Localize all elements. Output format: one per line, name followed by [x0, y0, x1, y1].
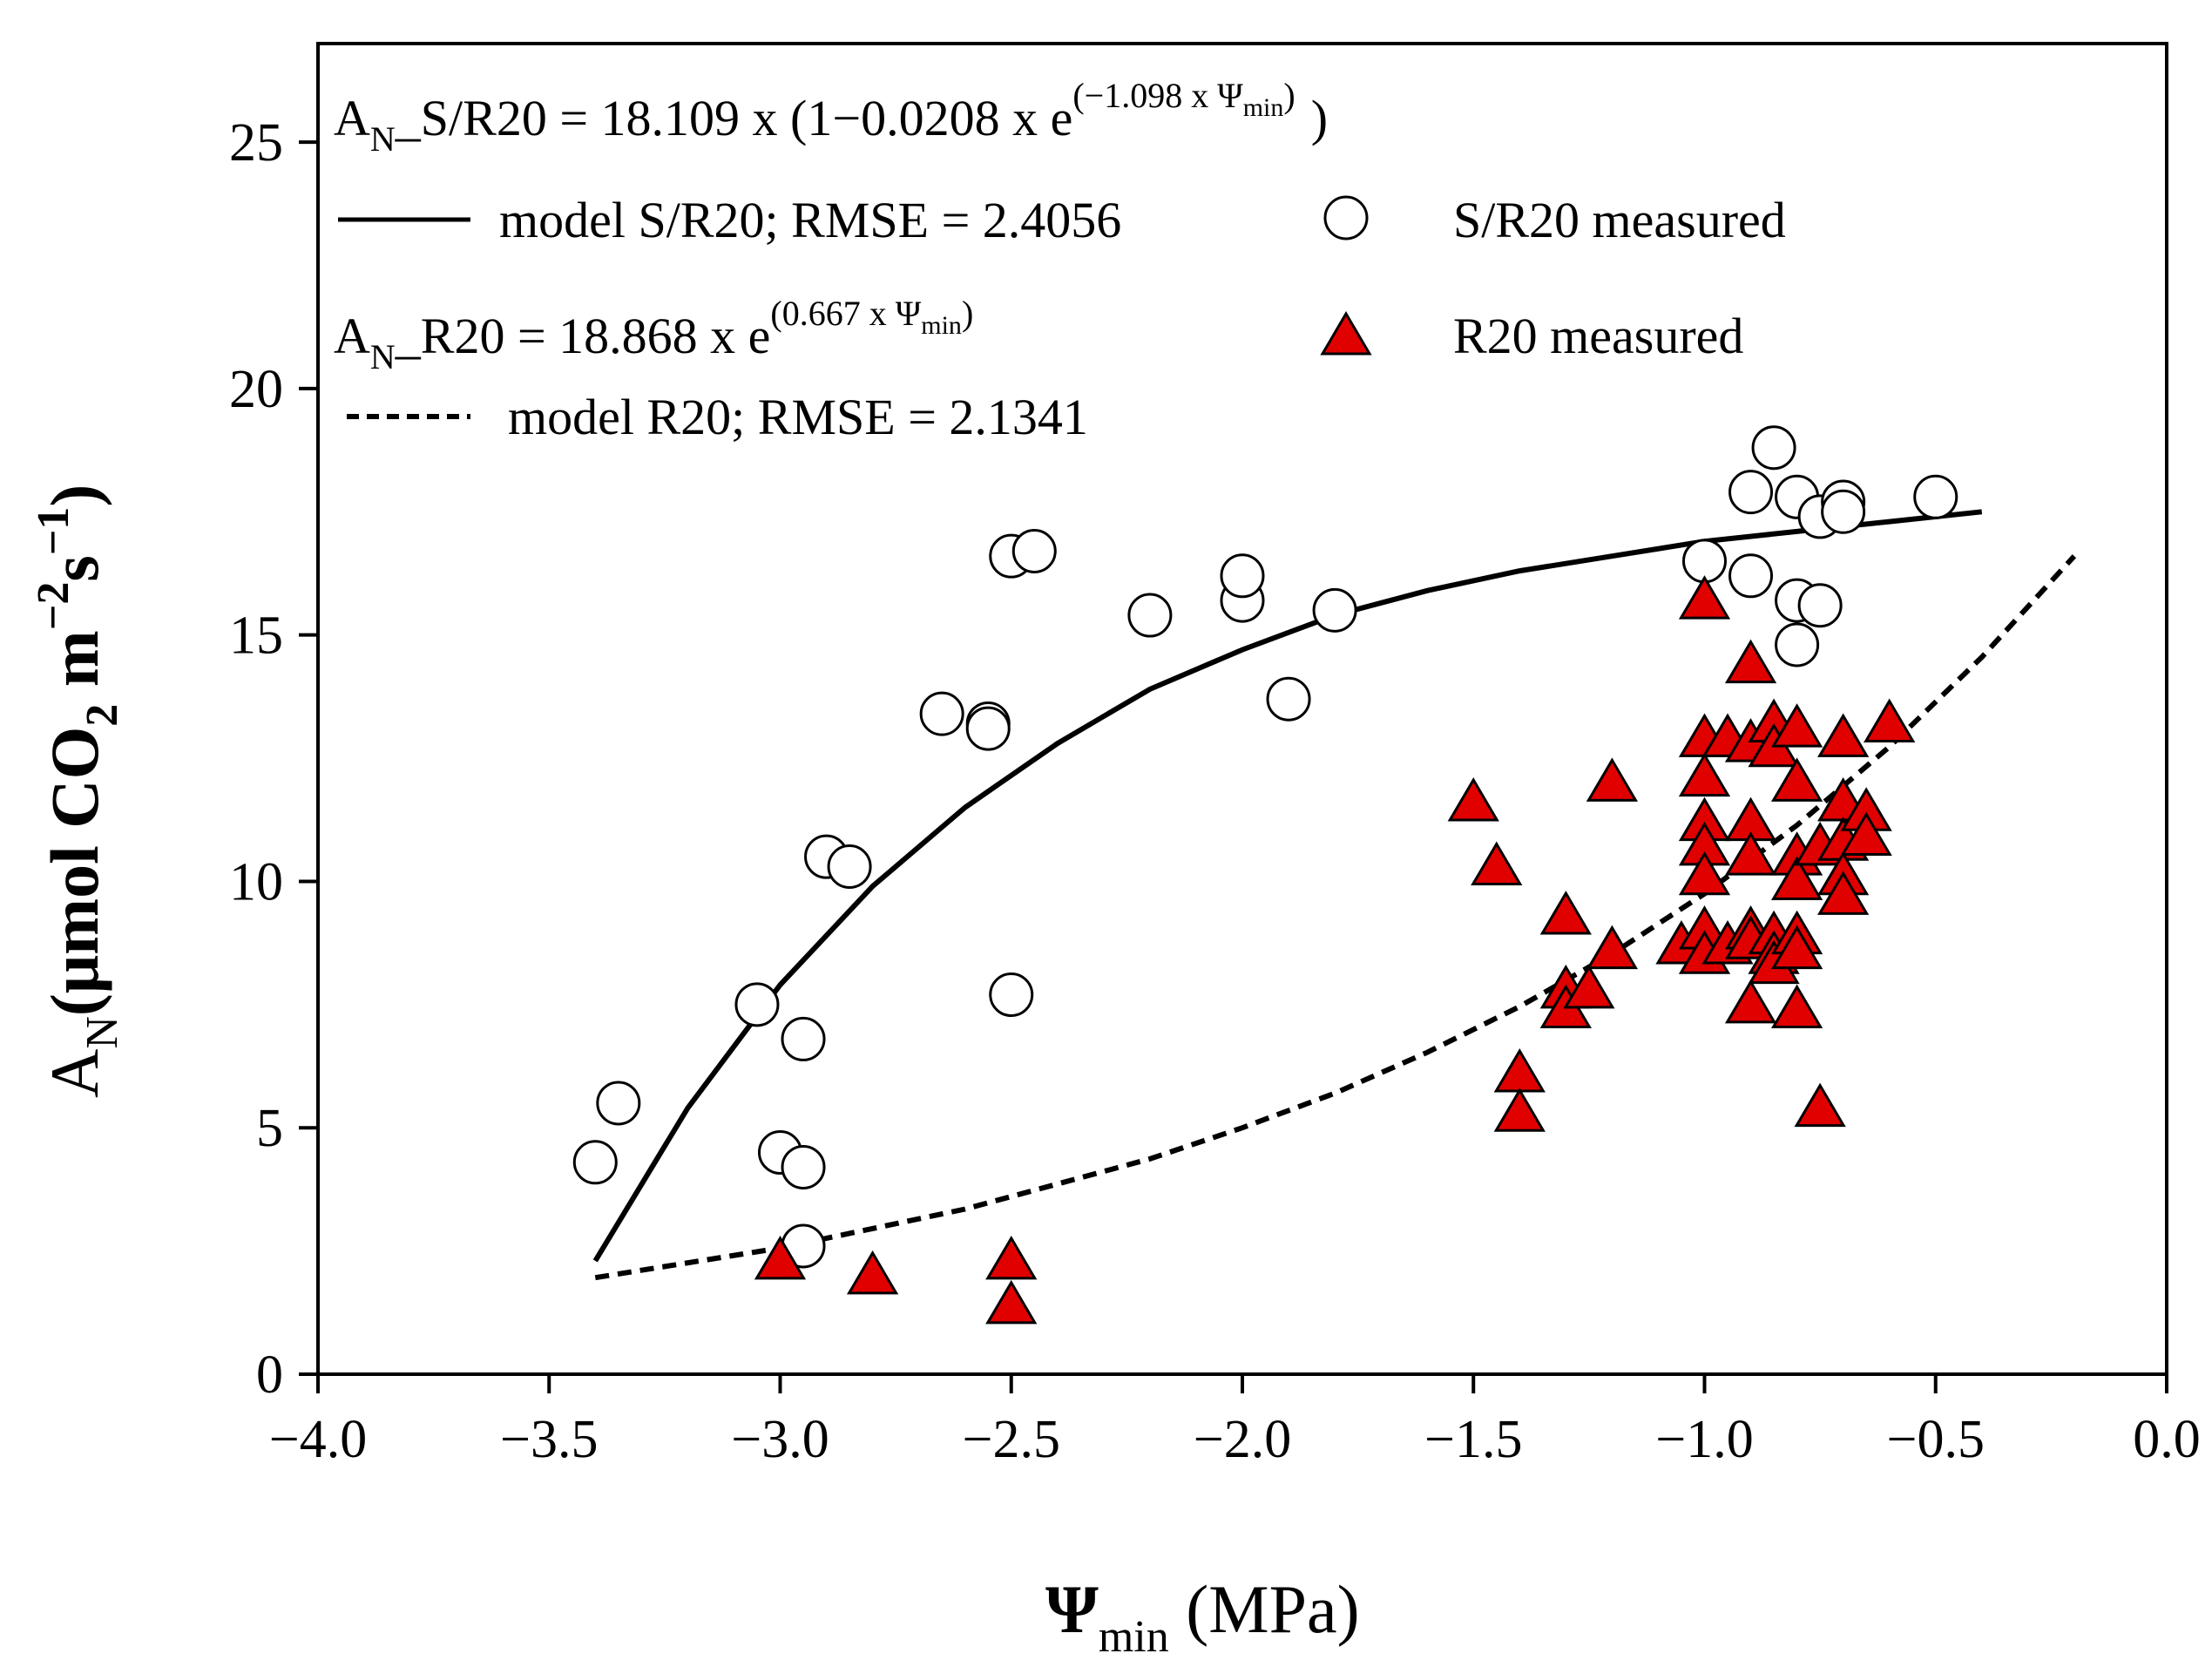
sr20-measured-point: [1011, 529, 1057, 574]
sr20-measured-point: [1821, 489, 1866, 534]
x-tick-label: −3.5: [500, 1410, 598, 1469]
x-tick-label: −0.5: [1887, 1410, 1985, 1469]
r20-measured-point: [1770, 925, 1823, 970]
r20-measured-point: [1586, 757, 1639, 802]
model-r20-curve: [594, 554, 2077, 1281]
x-axis-title: Ψmin (MPa): [1045, 1571, 1360, 1662]
x-tick-label: −3.0: [731, 1410, 829, 1469]
x-tick-label: −4.0: [269, 1410, 367, 1469]
legend-red-triangle-marker: [1320, 311, 1372, 356]
sr20-measured-point: [1913, 474, 1958, 519]
r20-measured-point: [1724, 831, 1777, 876]
r20-measured-point: [1770, 984, 1823, 1028]
sr20-measured-point: [1775, 622, 1820, 667]
x-tick-label: −2.5: [963, 1410, 1060, 1469]
equation-sr20: AN_S/R20 = 18.109 x (1−0.0208 x e(−1.098…: [334, 76, 1328, 159]
r20-measured-point: [1724, 979, 1777, 1024]
model-curves: [592, 509, 2077, 1281]
y-tick-label: 25: [229, 113, 283, 173]
sr20-measured-point: [827, 844, 872, 889]
y-axis-ticks: 0 5 10 15 20 25: [229, 113, 318, 1405]
r20-measured-point: [1817, 713, 1870, 757]
r20-measured-point: [1864, 698, 1916, 742]
sr20-measured-point: [781, 1144, 826, 1189]
r20-measured-point: [846, 1250, 899, 1295]
legend-sr20-measured: S/R20 measured: [1453, 192, 1786, 248]
sr20-measured-point: [1312, 587, 1357, 633]
sr20-measured-point: [919, 691, 964, 736]
r20-measured-point: [1539, 891, 1592, 935]
r20-measured-point: [985, 1235, 1038, 1280]
sr20-measured-point: [781, 1016, 826, 1061]
sr20-measured-point: [1220, 553, 1265, 599]
y-tick-label: 5: [256, 1099, 283, 1158]
x-axis-ticks: −4.0 −3.5 −3.0 −2.5 −2.0 −1.5 −1.0 −0.5 0.0: [269, 1374, 2201, 1469]
equation-r20: AN_R20 = 18.868 x e(0.667 x Ψmin): [334, 294, 973, 376]
sr20-measured-point: [1751, 425, 1796, 471]
sr20-measured-point: [596, 1081, 641, 1126]
r20-measured-point: [1770, 856, 1823, 900]
measured-points: [572, 425, 1958, 1325]
sr20-measured-point: [989, 972, 1034, 1018]
legend-open-circle-marker: [1323, 195, 1369, 241]
sr20-measured-point: [734, 982, 780, 1027]
r20-measured-point: [1770, 703, 1823, 748]
y-tick-label: 10: [229, 852, 283, 911]
r20-measured-point: [1678, 752, 1731, 797]
r20-measured-point: [1724, 639, 1777, 684]
r20-measured-point: [1840, 811, 1892, 857]
legend-model-r20: model R20; RMSE = 2.1341: [508, 389, 1088, 445]
legend-model-sr20: model S/R20; RMSE = 2.4056: [499, 192, 1121, 248]
r20-measured-point: [754, 1235, 807, 1280]
r20-measured-point: [1586, 925, 1639, 970]
r20-measured-point: [1471, 841, 1523, 885]
y-tick-label: 0: [256, 1345, 283, 1405]
legend-r20-measured: R20 measured: [1453, 308, 1743, 364]
r20-measured-point: [1563, 964, 1615, 1009]
sr20-measured-point: [965, 706, 1011, 751]
y-tick-label: 20: [229, 360, 283, 419]
y-axis-title: AN(μmol CO2 m−2s−1): [29, 485, 127, 1098]
sr20-measured-point: [1266, 676, 1311, 722]
model-sr20-curve: [592, 509, 1983, 1263]
r20-measured-point: [1493, 1048, 1546, 1093]
r20-measured-point: [1447, 776, 1499, 822]
r20-measured-point: [1817, 871, 1870, 915]
y-tick-label: 15: [229, 606, 283, 666]
r20-measured-point: [1678, 575, 1731, 620]
x-tick-label: −1.0: [1655, 1410, 1753, 1469]
sr20-measured-point: [1127, 593, 1173, 638]
sr20-measured-point: [1728, 553, 1774, 599]
x-tick-label: 0.0: [2133, 1410, 2201, 1469]
r20-measured-point: [1678, 850, 1731, 896]
sr20-measured-point: [1797, 583, 1843, 628]
legend: AN_S/R20 = 18.109 x (1−0.0208 x e(−1.098…: [334, 76, 1786, 445]
sr20-measured-point: [572, 1140, 618, 1185]
r20-measured-point: [1493, 1088, 1546, 1132]
x-tick-label: −2.0: [1194, 1410, 1291, 1469]
r20-measured-point: [1770, 757, 1823, 802]
r20-measured-point: [985, 1279, 1038, 1325]
x-tick-label: −1.5: [1424, 1410, 1522, 1469]
sr20-measured-point: [1728, 470, 1774, 515]
r20-measured-point: [1794, 1082, 1846, 1128]
